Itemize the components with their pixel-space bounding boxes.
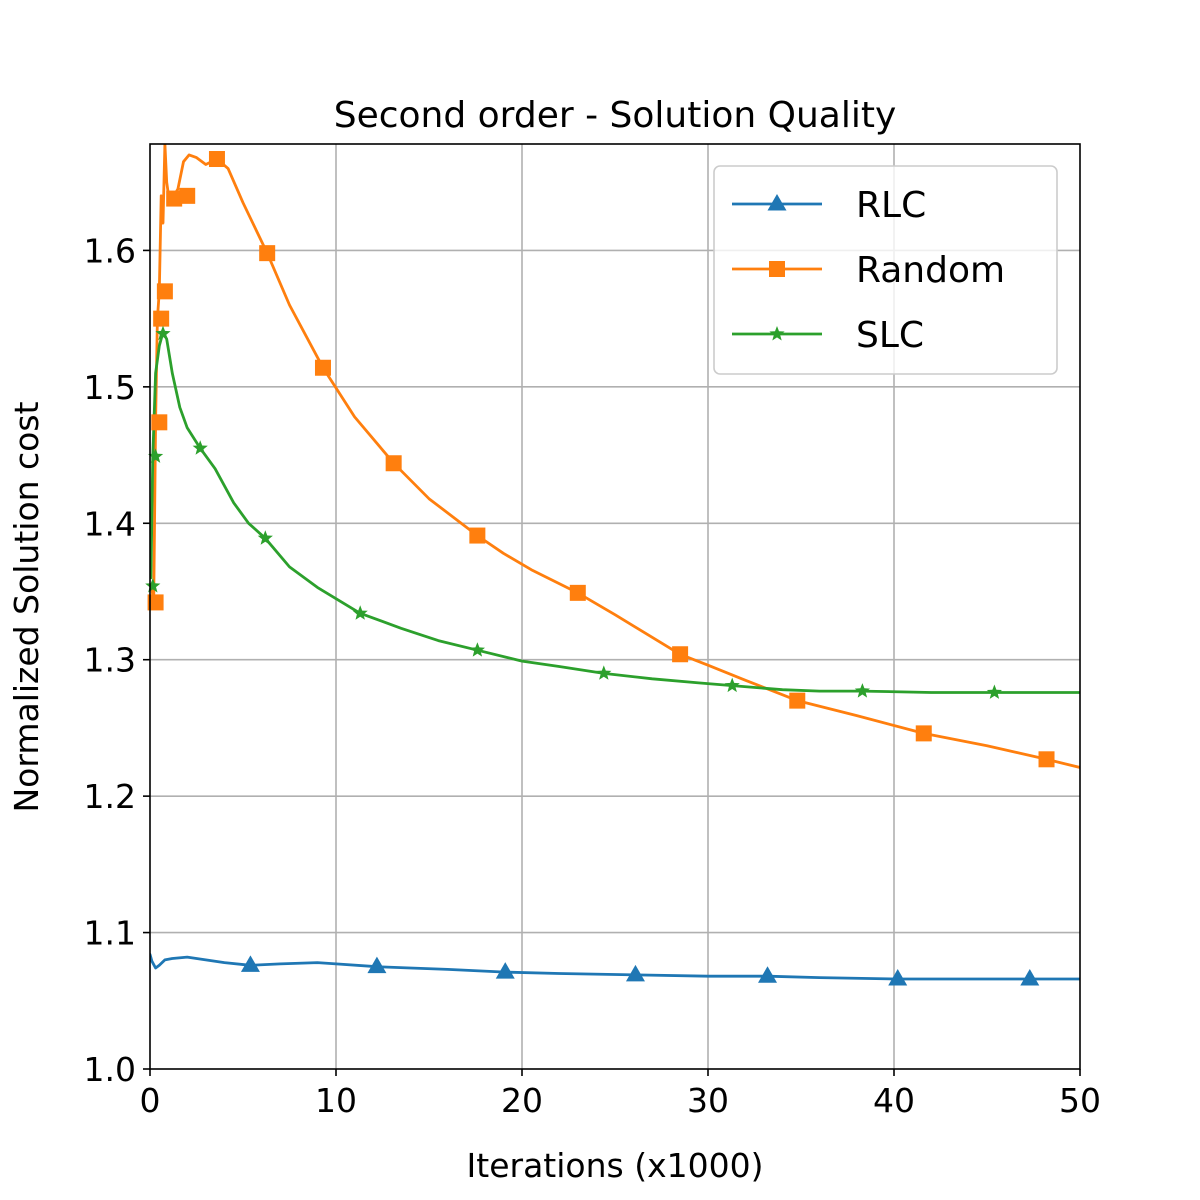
x-tick-label: 40 [873, 1081, 915, 1120]
data-point-slc [192, 440, 208, 455]
y-tick-label: 1.6 [84, 231, 136, 270]
data-point-slc [352, 605, 368, 620]
data-point-random [179, 187, 196, 204]
data-point-rlc [495, 962, 515, 979]
data-point-slc [145, 578, 161, 593]
x-tick-label: 50 [1059, 1081, 1101, 1120]
data-point-rlc [888, 968, 908, 986]
y-tick-label: 1.1 [84, 914, 136, 953]
x-tick-label: 30 [687, 1081, 729, 1120]
data-point-random [915, 725, 932, 742]
data-point-random [153, 310, 170, 327]
y-tick-label: 1.2 [84, 777, 136, 816]
data-point-rlc [367, 956, 387, 974]
data-point-rlc [758, 966, 778, 983]
legend-box [713, 165, 1058, 375]
data-point-random [259, 245, 276, 262]
data-point-slc [148, 448, 164, 463]
y-axis-label: Normalized Solution cost [7, 401, 46, 812]
data-point-slc [854, 683, 870, 698]
data-point-random [166, 190, 183, 207]
legend: RLC Random SLC [713, 165, 1058, 375]
legend-marker-slc [769, 326, 785, 341]
legend-label-random: Random [856, 250, 1005, 291]
legend-label-rlc: RLC [856, 185, 926, 226]
data-point-random [156, 283, 173, 300]
data-point-rlc [625, 964, 645, 982]
data-point-random [385, 455, 402, 472]
x-tick-label: 0 [140, 1081, 161, 1120]
data-point-random [151, 414, 168, 431]
data-point-rlc [240, 955, 260, 972]
data-point-random [208, 151, 225, 168]
markers-layer [145, 151, 1055, 986]
data-point-random [469, 527, 486, 544]
y-tick-label: 1.3 [84, 641, 136, 680]
chart-title: Second order - Solution Quality [334, 95, 897, 136]
legend-label-slc: SLC [856, 315, 924, 356]
data-point-random [672, 646, 689, 663]
data-point-slc [596, 665, 612, 680]
plot-frame [149, 143, 1081, 1070]
legend-marker-rlc [767, 194, 787, 211]
x-tick-label: 20 [501, 1081, 543, 1120]
data-point-slc [257, 530, 273, 545]
data-point-slc [155, 325, 171, 341]
x-tick-label: 10 [315, 1081, 357, 1120]
data-point-random [789, 692, 806, 709]
y-tick-label: 1.5 [84, 368, 136, 407]
data-point-random [569, 584, 586, 601]
y-tick-label: 1.4 [84, 504, 136, 543]
data-point-random [147, 594, 164, 611]
y-tick-label: 1.0 [84, 1050, 136, 1089]
data-point-slc [469, 642, 485, 657]
data-point-slc [986, 684, 1002, 699]
series-line-rlc [150, 953, 1080, 981]
ticks-layer: 0 10 20 30 40 50 1.0 1.1 1.2 1.3 1.4 1.5 1.6 [84, 231, 1101, 1120]
data-point-rlc [1020, 968, 1040, 986]
data-point-slc [724, 677, 740, 693]
data-point-random [314, 359, 331, 376]
x-axis-label: Iterations (x1000) [467, 1146, 764, 1185]
data-point-random [1038, 751, 1055, 768]
legend-marker-random [769, 261, 785, 277]
